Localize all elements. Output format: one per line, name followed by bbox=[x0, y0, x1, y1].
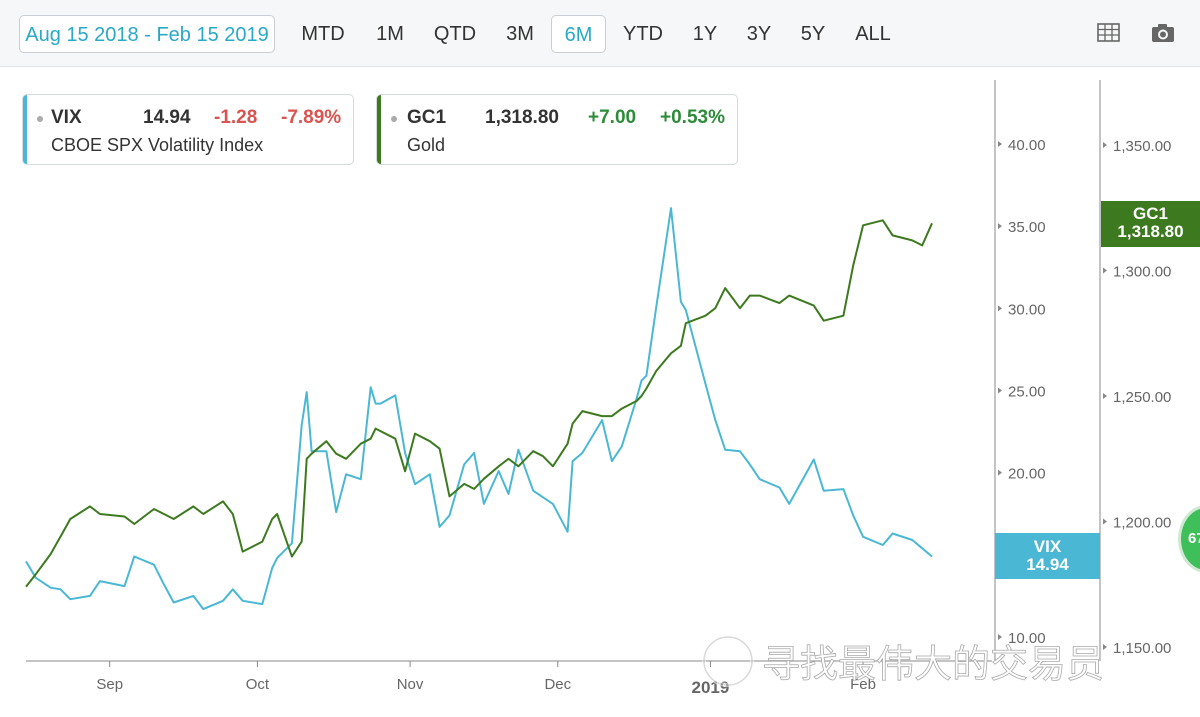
edge-bubble-value: 67 bbox=[1188, 530, 1200, 547]
period-3y-button[interactable]: 3Y bbox=[746, 23, 772, 45]
toolbar: Aug 15 2018 - Feb 15 2019 MTD 1M QTD 3M … bbox=[0, 0, 1200, 67]
right-y-tick-label: 1,150.00 bbox=[1113, 640, 1171, 657]
left-y-tick-mark bbox=[998, 305, 1002, 312]
period-1y-button[interactable]: 1Y bbox=[692, 23, 718, 45]
x-tick-label: Dec bbox=[544, 676, 571, 693]
right-y-tick-label: 1,300.00 bbox=[1113, 264, 1171, 281]
legend-gc1-name: Gold bbox=[407, 135, 446, 155]
gc1-badge-value: 1,318.80 bbox=[1117, 222, 1184, 241]
left-y-tick-label: 35.00 bbox=[1008, 219, 1046, 236]
right-y-tick-mark bbox=[1103, 142, 1107, 148]
vix-series-line bbox=[25, 207, 933, 611]
x-tick-label: Feb bbox=[850, 676, 876, 693]
watermark-logo-outline bbox=[703, 636, 753, 686]
period-6m-button[interactable]: 6M bbox=[551, 15, 606, 53]
legend-vix-color-bar bbox=[23, 95, 27, 164]
legend-vix-change: -1.28 bbox=[214, 107, 258, 128]
legend-gc1-symbol: GC1 bbox=[407, 107, 447, 128]
legend-vix-dot bbox=[37, 116, 43, 122]
legend-gc1[interactable]: GC1 1,318.80 +7.00 +0.53% Gold bbox=[376, 94, 738, 165]
gc1-last-value-badge: GC1 1,318.80 bbox=[1101, 201, 1200, 247]
left-y-tick-label: 20.00 bbox=[1008, 466, 1046, 483]
x-tick-label: Oct bbox=[246, 676, 270, 693]
period-mtd-button[interactable]: MTD bbox=[301, 23, 345, 45]
camera-icon[interactable] bbox=[1150, 20, 1176, 46]
watermark-layer: 寻找最伟大的交易员 bbox=[702, 635, 1104, 687]
right-y-tick-mark bbox=[1103, 518, 1107, 525]
period-5y-button[interactable]: 5Y bbox=[800, 23, 826, 45]
x-tick-label: Nov bbox=[397, 676, 424, 693]
legend-gc1-color-bar bbox=[377, 95, 381, 164]
right-y-tick-mark bbox=[1103, 393, 1107, 399]
left-y-tick-mark bbox=[998, 223, 1002, 230]
gc1-badge-symbol: GC1 bbox=[1133, 204, 1168, 223]
watermark-text: 寻找最伟大的交易员 bbox=[762, 644, 1104, 686]
x-tick-label: Sep bbox=[96, 676, 123, 693]
right-y-tick-label: 1,350.00 bbox=[1113, 138, 1171, 155]
left-y-tick-label: 10.00 bbox=[1008, 630, 1046, 647]
legend-gc1-change: +7.00 bbox=[588, 107, 637, 128]
period-qtd-button[interactable]: QTD bbox=[433, 23, 477, 45]
right-y-tick-label: 1,250.00 bbox=[1113, 389, 1171, 406]
left-y-tick-mark bbox=[998, 469, 1002, 476]
axes-layer: 10.0015.0020.0025.0030.0035.0040.001,150… bbox=[26, 80, 1171, 697]
period-ytd-button[interactable]: YTD bbox=[623, 23, 663, 45]
x-tick-label: 2019 bbox=[692, 678, 730, 697]
legend-gc1-dot bbox=[391, 116, 397, 122]
vix-badge-symbol: VIX bbox=[1033, 537, 1062, 556]
period-1m-button[interactable]: 1M bbox=[376, 23, 404, 45]
legend-vix-symbol: VIX bbox=[51, 107, 82, 128]
left-y-tick-label: 30.00 bbox=[1008, 301, 1046, 318]
right-y-tick-mark bbox=[1103, 267, 1107, 274]
legend-vix-last: 14.94 bbox=[143, 107, 191, 128]
legend-vix-name: CBOE SPX Volatility Index bbox=[51, 135, 264, 155]
legend-vix-change-pct: -7.89% bbox=[281, 107, 342, 128]
left-y-tick-label: 40.00 bbox=[1008, 137, 1046, 154]
date-range-button[interactable]: Aug 15 2018 - Feb 15 2019 bbox=[19, 15, 275, 53]
left-y-tick-mark bbox=[998, 634, 1002, 640]
legend-vix[interactable]: VIX 14.94 -1.28 -7.89% CBOE SPX Volatili… bbox=[22, 94, 354, 165]
left-y-tick-mark bbox=[998, 141, 1002, 147]
period-3m-button[interactable]: 3M bbox=[506, 23, 534, 45]
right-y-tick-label: 1,200.00 bbox=[1113, 515, 1171, 532]
table-icon[interactable] bbox=[1096, 20, 1122, 46]
left-y-tick-label: 25.00 bbox=[1008, 384, 1046, 401]
series-layer bbox=[25, 207, 933, 611]
watermark-logo bbox=[702, 635, 754, 687]
vix-last-value-badge: VIX 14.94 bbox=[995, 533, 1100, 579]
legend-gc1-last: 1,318.80 bbox=[485, 107, 559, 128]
period-all-button[interactable]: ALL bbox=[855, 23, 891, 45]
right-y-tick-mark bbox=[1103, 644, 1107, 650]
gc1-series-line bbox=[25, 219, 933, 588]
legend-gc1-change-pct: +0.53% bbox=[660, 107, 725, 128]
vix-badge-value: 14.94 bbox=[1026, 555, 1069, 574]
left-y-tick-mark bbox=[998, 387, 1002, 394]
